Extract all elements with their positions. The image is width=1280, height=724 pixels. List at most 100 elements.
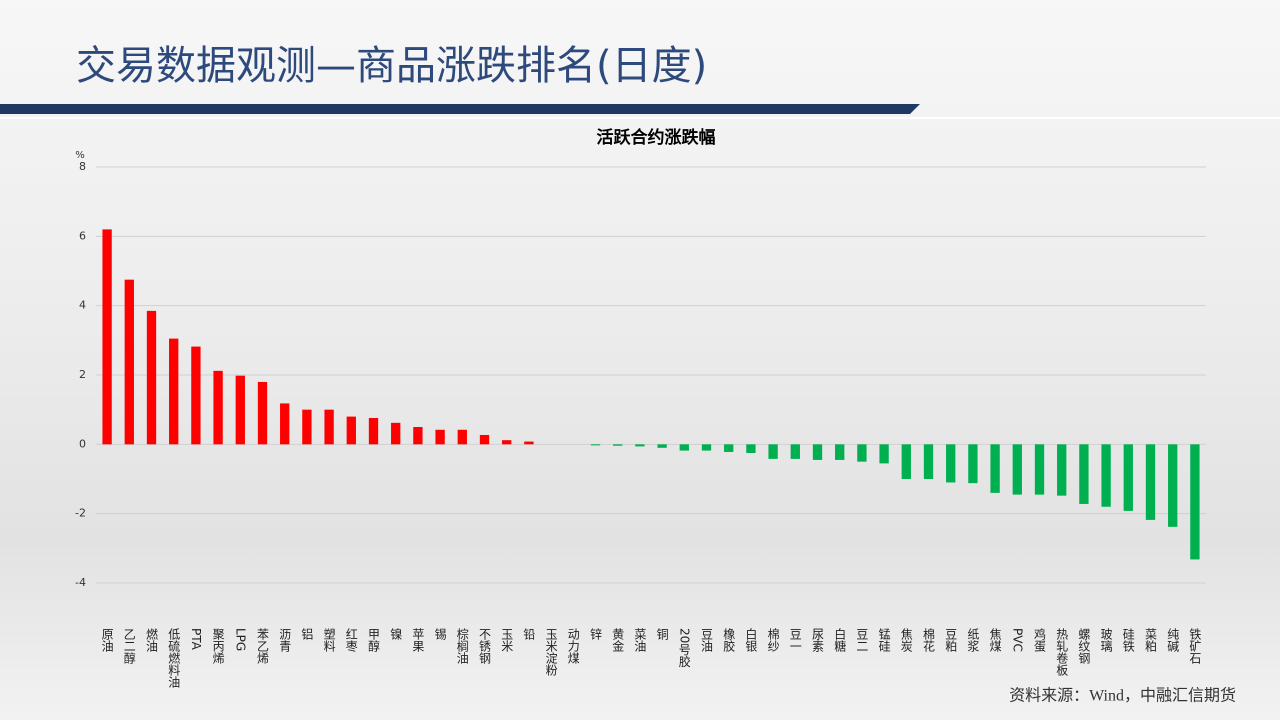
x-tick-label: 棕榈油	[455, 627, 469, 664]
x-tick-label: 黄金	[611, 628, 625, 652]
bar	[1057, 444, 1067, 496]
x-tick-label: 尿素	[811, 628, 825, 652]
bar	[857, 444, 867, 462]
bar	[391, 422, 401, 445]
bar	[746, 444, 756, 453]
bar	[724, 444, 734, 452]
bar	[879, 444, 889, 464]
x-tick-label: 沥青	[278, 628, 292, 653]
x-tick-label: 菜油	[633, 628, 647, 652]
x-tick-label: 红枣	[344, 627, 358, 653]
x-tick-label: 棉纱	[766, 628, 780, 652]
bar	[257, 381, 268, 445]
y-tick-label: 2	[79, 368, 86, 381]
bar	[280, 403, 290, 445]
bar	[812, 444, 823, 460]
bar	[191, 346, 201, 445]
x-tick-label: 焦炭	[899, 628, 913, 653]
bar	[524, 441, 534, 445]
x-tick-label: 苯乙烯	[256, 628, 270, 664]
x-tick-label: 白糖	[833, 627, 847, 653]
x-tick-label: 焦煤	[988, 628, 1002, 652]
x-tick-label: 玉米淀粉	[544, 628, 558, 676]
x-tick-label: 原油	[100, 628, 114, 652]
x-tick-label: 铜	[655, 627, 669, 640]
x-tick-label: 塑料	[322, 627, 336, 652]
x-tick-label: 玉米	[500, 628, 514, 652]
y-tick-label: 6	[79, 229, 86, 242]
x-tick-label: 豆油	[700, 628, 714, 652]
x-tick-label: 橡胶	[722, 628, 736, 653]
x-tick-label: 豆粕	[944, 628, 958, 652]
x-tick-label: 乙二醇	[122, 628, 136, 664]
x-tick-label: 锌	[589, 628, 603, 640]
x-tick-label: 硅铁	[1121, 628, 1135, 652]
bar	[146, 310, 157, 445]
bar	[1012, 444, 1022, 495]
bar	[923, 444, 934, 479]
x-tick-label: 白银	[744, 627, 758, 652]
source-note: 资料来源：Wind，中融汇信期货	[1009, 687, 1236, 705]
x-tick-label: LPG	[233, 628, 247, 651]
bar	[768, 444, 778, 459]
bar	[990, 444, 1000, 493]
x-tick-label: 20号胶	[677, 628, 691, 668]
header-bar-tip	[895, 104, 920, 114]
x-tick-label: 甲醇	[367, 628, 381, 652]
bar	[213, 370, 223, 445]
x-tick-label: PVC	[1010, 628, 1024, 652]
bar	[790, 444, 800, 459]
bar	[635, 444, 645, 447]
x-tick-label: 铝	[300, 627, 314, 640]
bar	[679, 444, 689, 451]
x-tick-label: 聚丙烯	[211, 628, 225, 664]
bar	[457, 429, 467, 445]
y-tick-label: 8	[79, 160, 86, 173]
x-tick-label: 玻璃	[1099, 628, 1113, 653]
y-tick-label: -2	[75, 507, 86, 520]
y-tick-label: -4	[75, 576, 86, 589]
x-tick-label: 锰硅	[877, 627, 891, 652]
x-tick-label: 热轧卷板	[1055, 628, 1069, 677]
x-tick-label: PTA	[189, 628, 203, 651]
bar	[613, 444, 623, 446]
x-tick-label: 镍	[389, 628, 403, 640]
bar	[302, 409, 312, 445]
y-unit: %	[75, 150, 85, 161]
x-tick-label: 纸浆	[966, 628, 980, 652]
bar	[835, 444, 845, 460]
bar	[1034, 444, 1045, 495]
y-tick-label: 4	[79, 299, 86, 312]
bar	[346, 416, 356, 445]
bar	[324, 409, 334, 445]
bar	[901, 444, 911, 479]
bar	[1190, 444, 1200, 560]
bar	[479, 434, 490, 445]
bar	[1123, 444, 1133, 511]
header-bar	[0, 104, 905, 114]
bar	[657, 444, 667, 448]
bar	[968, 444, 978, 484]
bar	[435, 429, 445, 445]
bar	[169, 338, 179, 445]
bar	[590, 444, 601, 446]
bar	[1145, 444, 1156, 520]
x-tick-label: 棉花	[922, 628, 936, 653]
bar	[701, 444, 712, 451]
x-tick-label: 鸡蛋	[1033, 627, 1047, 653]
bar	[124, 279, 134, 445]
x-tick-label: 苹果	[411, 628, 425, 652]
bar	[1079, 444, 1089, 504]
bar	[235, 375, 245, 445]
x-tick-label: 豆一	[788, 628, 802, 652]
bar	[946, 444, 956, 483]
x-tick-label: 菜粕	[1144, 628, 1158, 652]
bar	[1101, 444, 1111, 507]
x-tick-label: 锡	[433, 627, 447, 641]
x-tick-label: 燃油	[145, 627, 159, 652]
x-tick-label: 纯碱	[1166, 628, 1180, 653]
y-tick-label: 0	[79, 437, 86, 450]
x-tick-label: 低硫燃料油	[167, 628, 181, 688]
